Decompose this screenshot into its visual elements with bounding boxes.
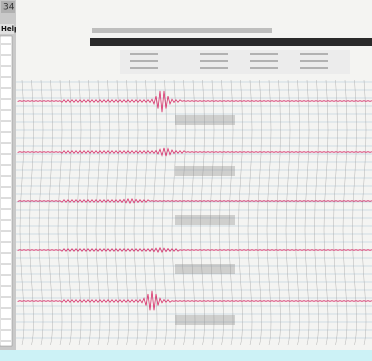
header-cell-blur [130, 53, 158, 55]
header-cell-blur [250, 60, 278, 62]
header-cell-blur [130, 60, 158, 62]
handwritten-note-blur [175, 264, 235, 274]
header-cell-blur [250, 67, 278, 69]
ruler-panel [0, 36, 12, 346]
page: 34 Help (() => { const data = JSON.parse… [0, 0, 372, 361]
header-cell-blur [130, 67, 158, 69]
header-cell-blur [200, 53, 228, 55]
header-bar [90, 38, 372, 46]
handwritten-note-blur [175, 115, 235, 125]
header-cell-blur [300, 53, 328, 55]
handwritten-note-blur [175, 166, 235, 176]
screenshot: 34 Help [0, 0, 372, 361]
header-cell-blur [300, 60, 328, 62]
counter: 34 [3, 3, 15, 13]
status-strip [0, 350, 372, 361]
header-title-blur [92, 28, 272, 33]
header-cell-blur [200, 67, 228, 69]
header-cell-blur [300, 67, 328, 69]
handwritten-note-blur [175, 215, 235, 225]
handwritten-note-blur [175, 315, 235, 325]
header-cell-blur [250, 53, 278, 55]
header-cell-blur [200, 60, 228, 62]
